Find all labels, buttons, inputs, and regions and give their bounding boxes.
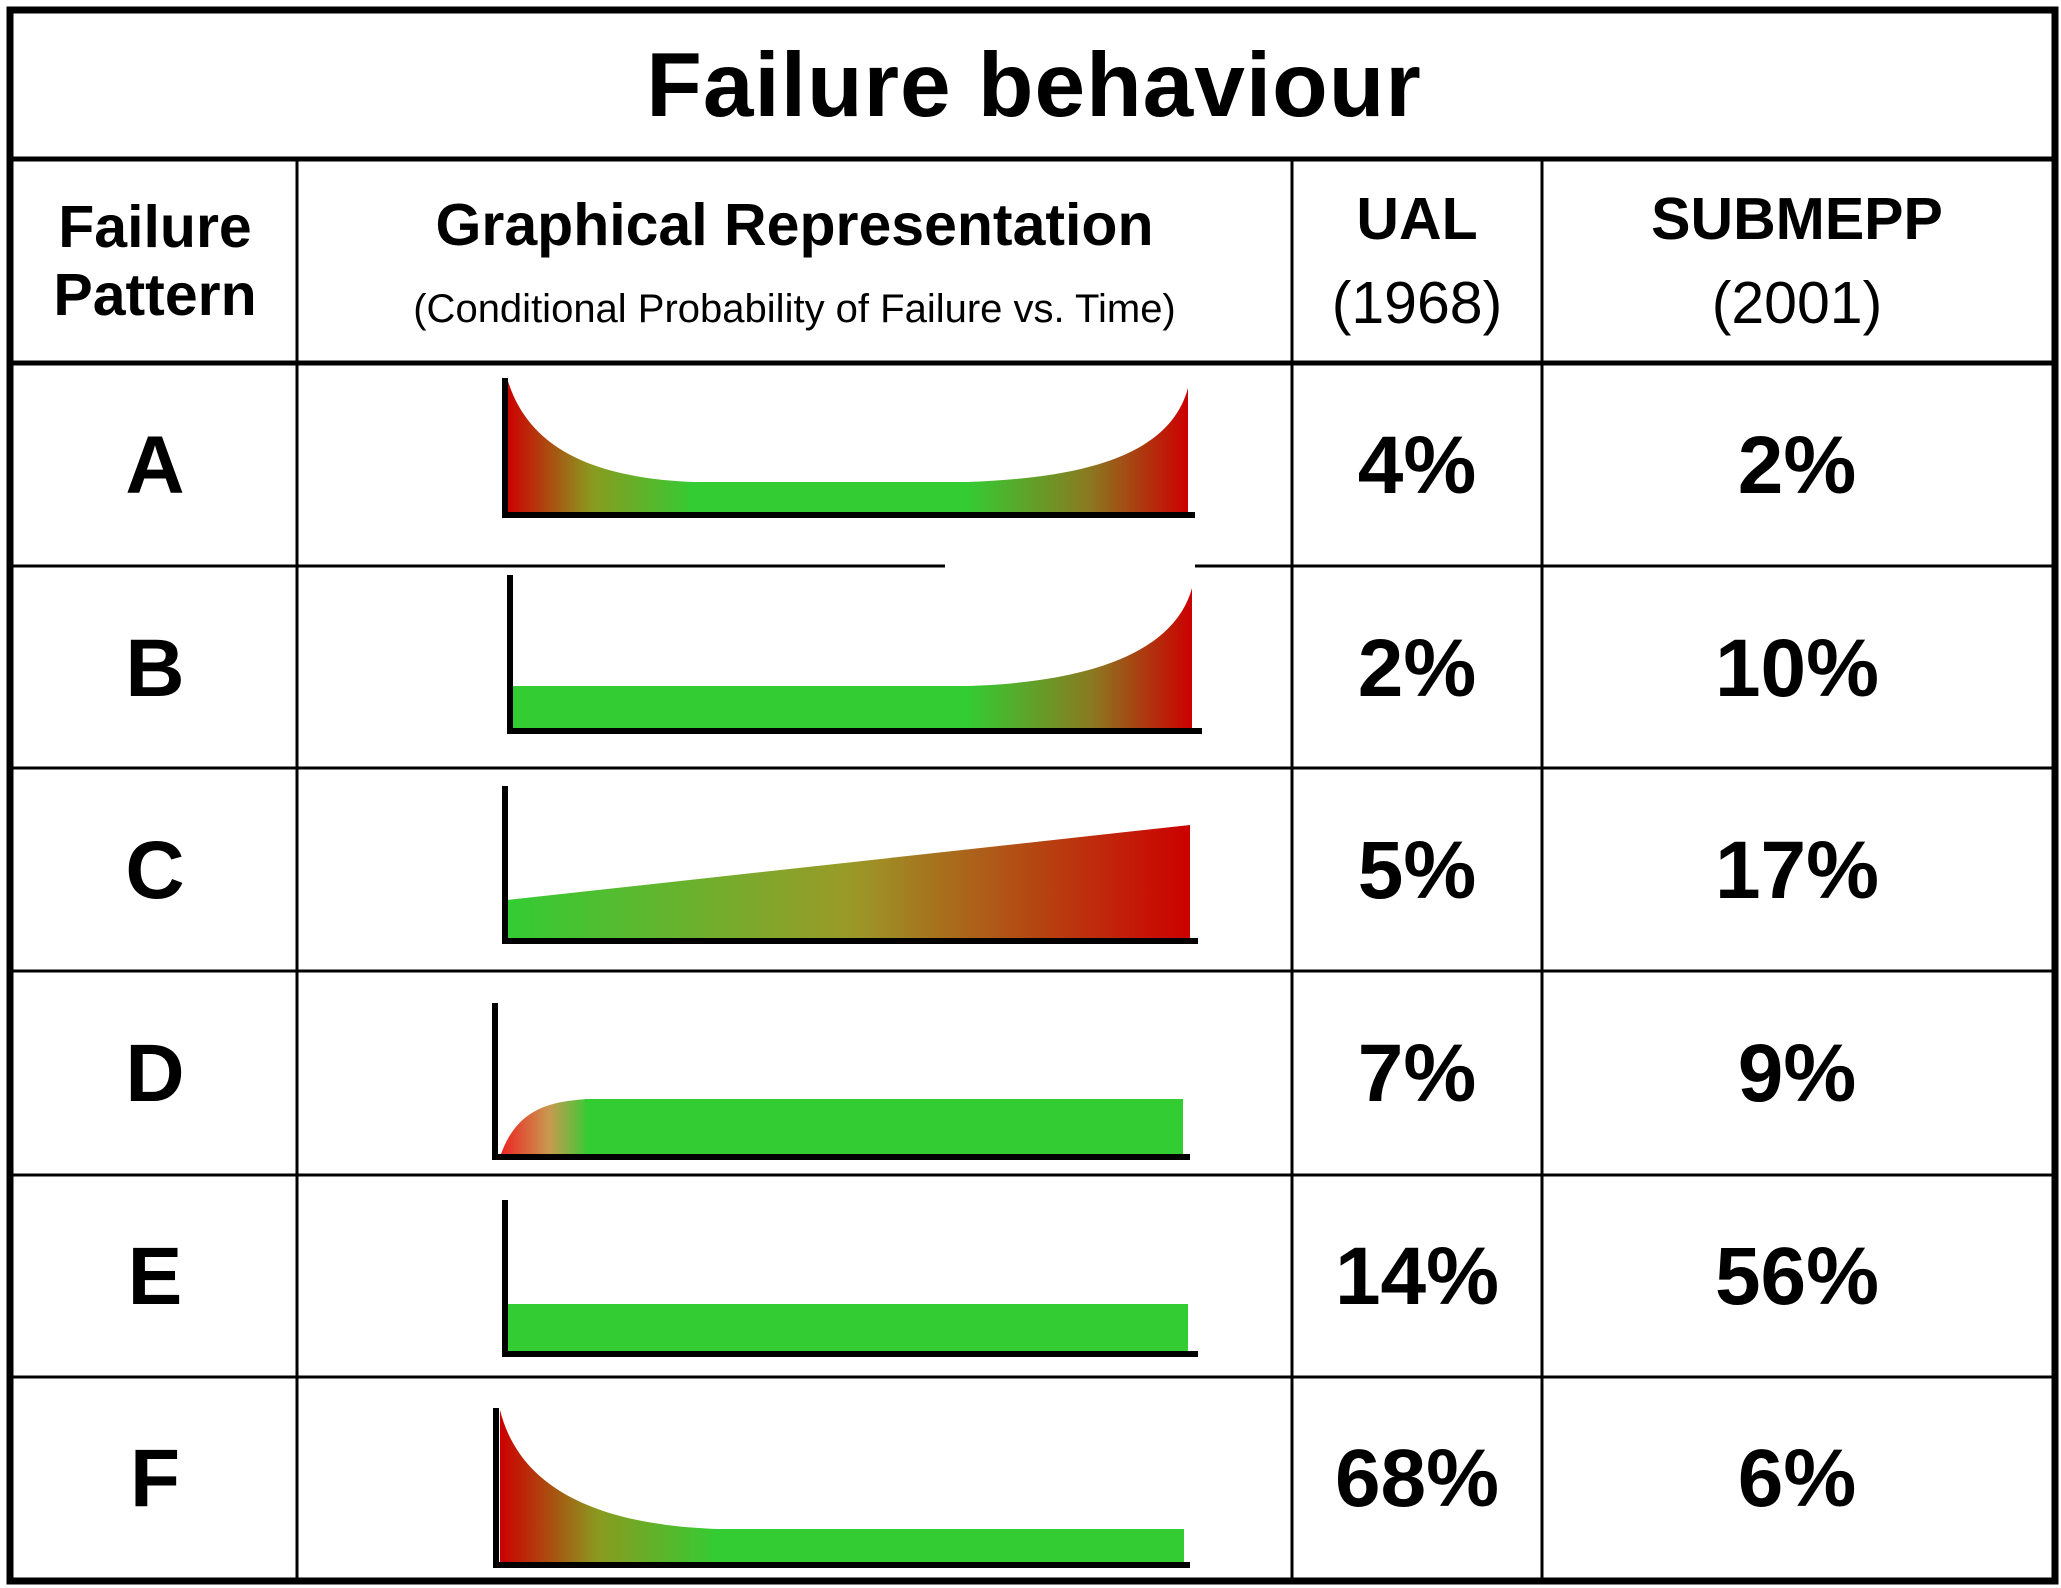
header-pattern-line1: Failure — [58, 194, 252, 260]
curve-c-increasing — [502, 786, 1198, 944]
curve-e-constant — [502, 1200, 1198, 1357]
header-ual-year: (1968) — [1331, 270, 1503, 336]
curve-c-ramp — [507, 825, 1190, 941]
row-a-pattern: A — [125, 420, 185, 511]
header-submepp-year: (2001) — [1711, 270, 1883, 336]
row-b-ual-value: 2% — [1357, 623, 1477, 714]
row-d-pattern: D — [125, 1028, 185, 1119]
table-outer-border — [6, 6, 2059, 1585]
row-b-submepp-value: 10% — [1714, 623, 1880, 714]
header-graph-title: Graphical Representation — [435, 191, 1154, 258]
curve-e-flat — [508, 1304, 1188, 1354]
row-b-pattern: B — [125, 623, 185, 714]
curve-a-left-decay — [507, 378, 695, 515]
curve-b-rise — [968, 588, 1192, 731]
table-grid — [6, 6, 2059, 1585]
curve-f-flat — [712, 1529, 1184, 1565]
row-f-ual-value: 68% — [1334, 1433, 1500, 1524]
header-pattern-line2: Pattern — [53, 262, 257, 328]
curve-b-flat — [512, 686, 972, 731]
curve-b-wear-out — [507, 575, 1202, 734]
curve-a-right-rise — [967, 388, 1188, 515]
header-graphical-representation: Graphical Representation (Conditional Pr… — [298, 160, 1291, 362]
header-failure-pattern: Failure Pattern — [14, 160, 296, 362]
curve-d-rise — [500, 1099, 590, 1157]
header-submepp-name: SUBMEPP — [1651, 186, 1943, 252]
row-a-submepp-value: 2% — [1737, 420, 1857, 511]
row-f-pattern: F — [129, 1433, 181, 1524]
row-d-submepp-value: 9% — [1737, 1028, 1857, 1119]
row-c-ual-value: 5% — [1357, 825, 1477, 916]
header-submepp: SUBMEPP (2001) — [1543, 160, 2051, 362]
header-ual: UAL (1968) — [1293, 160, 1541, 362]
curve-a-bathtub — [502, 378, 1195, 518]
row-a-ual-value: 4% — [1357, 420, 1477, 511]
row-e-submepp-value: 56% — [1714, 1231, 1880, 1322]
row-f-submepp-value: 6% — [1737, 1433, 1857, 1524]
curve-f-infant-mortality — [493, 1408, 1190, 1568]
table-title: Failure behaviour — [646, 34, 1422, 136]
curve-d-flat — [585, 1099, 1183, 1157]
curve-a-flat — [688, 482, 970, 515]
curve-f-decay — [500, 1410, 718, 1565]
curve-d-rising — [492, 1003, 1190, 1160]
row-c-submepp-value: 17% — [1714, 825, 1880, 916]
row-c-pattern: C — [125, 825, 185, 916]
row-e-ual-value: 14% — [1334, 1231, 1500, 1322]
header-graph-subtitle: (Conditional Probability of Failure vs. … — [413, 286, 1176, 331]
row-d-ual-value: 7% — [1357, 1028, 1477, 1119]
row-e-pattern: E — [127, 1231, 183, 1322]
header-ual-name: UAL — [1356, 186, 1478, 252]
